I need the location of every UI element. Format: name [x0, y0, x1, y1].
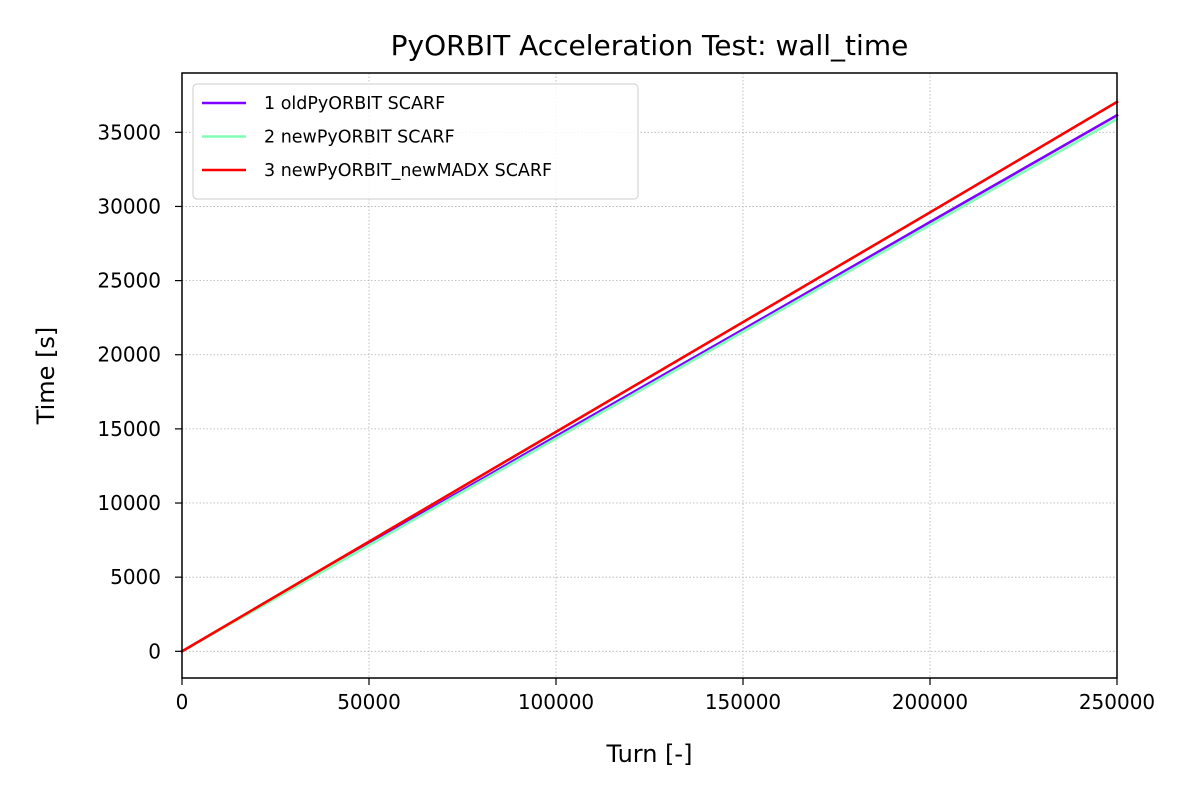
- legend: 1 oldPyORBIT SCARF 2 newPyORBIT SCARF 3 ne…: [192, 83, 639, 200]
- y-tick-label: 25000: [97, 269, 161, 293]
- plot-frame: [181, 72, 1118, 679]
- legend-label: 1 oldPyORBIT SCARF: [264, 94, 445, 114]
- x-axis-title: Turn [-]: [606, 740, 693, 768]
- y-tick-label: 30000: [97, 194, 161, 218]
- series-line-2: [180, 117, 1119, 654]
- y-tick-label: 5000: [110, 565, 161, 589]
- legend-box: [192, 83, 639, 200]
- chart-title: PyORBIT Acceleration Test: wall_time: [391, 29, 909, 62]
- x-tick-label: 100000: [518, 690, 594, 714]
- y-tick-label: 10000: [97, 491, 161, 515]
- x-tick-label: 50000: [337, 690, 401, 714]
- y-axis-title: Time [s]: [32, 327, 60, 426]
- y-tick-label: 0: [148, 639, 161, 663]
- series-line-3: [180, 100, 1119, 654]
- series-lines: [180, 100, 1119, 654]
- y-tick-label: 20000: [97, 343, 161, 367]
- x-tick-label: 250000: [1079, 690, 1155, 714]
- y-tick-label: 15000: [97, 417, 161, 441]
- y-tick-label: 35000: [97, 120, 161, 144]
- legend-label: 3 newPyORBIT_newMADX SCARF: [264, 161, 552, 181]
- legend-label: 2 newPyORBIT SCARF: [264, 128, 455, 148]
- axis-ticks: 0 50000 100000 150000 200000 250000 0 5000 10000…: [97, 120, 1155, 714]
- x-tick-label: 150000: [705, 690, 781, 714]
- x-tick-label: 0: [176, 690, 189, 714]
- x-tick-label: 200000: [892, 690, 968, 714]
